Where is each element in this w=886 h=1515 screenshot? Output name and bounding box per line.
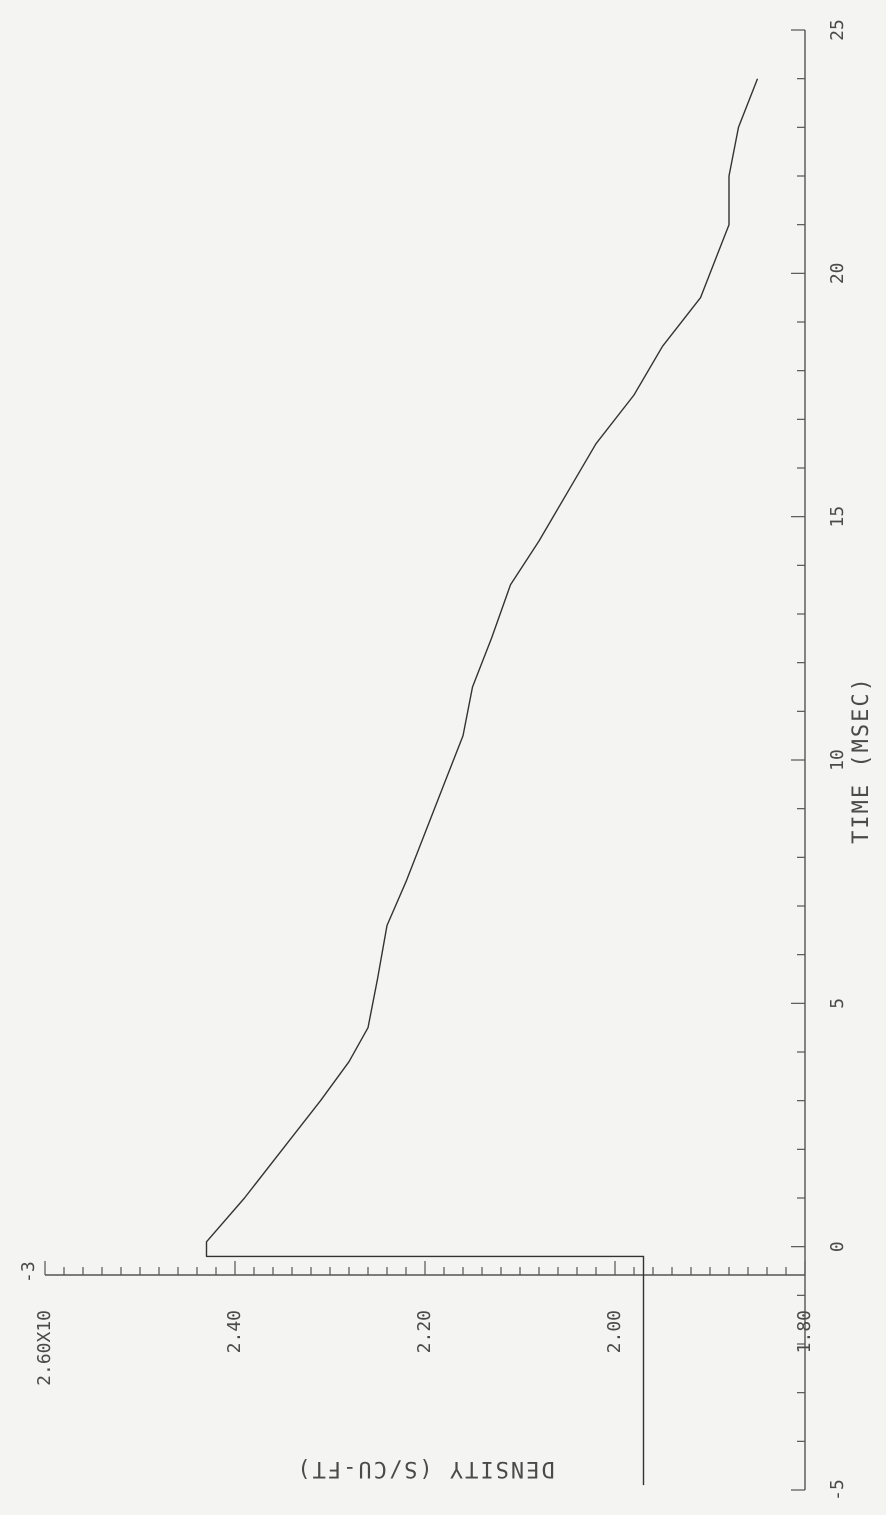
x-axis-title: TIME (MSEC)	[849, 676, 874, 844]
y-tick-label: 2.60X10	[34, 1310, 55, 1386]
y-tick-label: 2.00	[604, 1310, 625, 1353]
y-tick-label: 2.20	[414, 1310, 435, 1353]
x-tick-label: 10	[827, 749, 848, 771]
chart-series	[205, 78, 759, 1486]
x-tick-label: 15	[827, 506, 848, 528]
x-tick-label: 0	[827, 1241, 848, 1252]
chart-labels: -5 0 5 10 15 20 25 1.80 2.00 2.20 2.40 2.60X10 -3 TIM…	[18, 19, 874, 1501]
x-tick-label: 20	[827, 262, 848, 284]
x-tick-label: 5	[827, 998, 848, 1009]
y-axis-title: DENSITY (S/CU-FT)	[295, 1456, 554, 1481]
y-tick-label: 1.80	[794, 1310, 815, 1353]
x-tick-label: -5	[827, 1479, 848, 1501]
series-line	[205, 78, 759, 1486]
y-tick-label: 2.40	[224, 1310, 245, 1353]
x-tick-label: 25	[827, 19, 848, 41]
chart-ticks	[44, 29, 806, 1491]
y-exponent-label: -3	[18, 1261, 39, 1283]
